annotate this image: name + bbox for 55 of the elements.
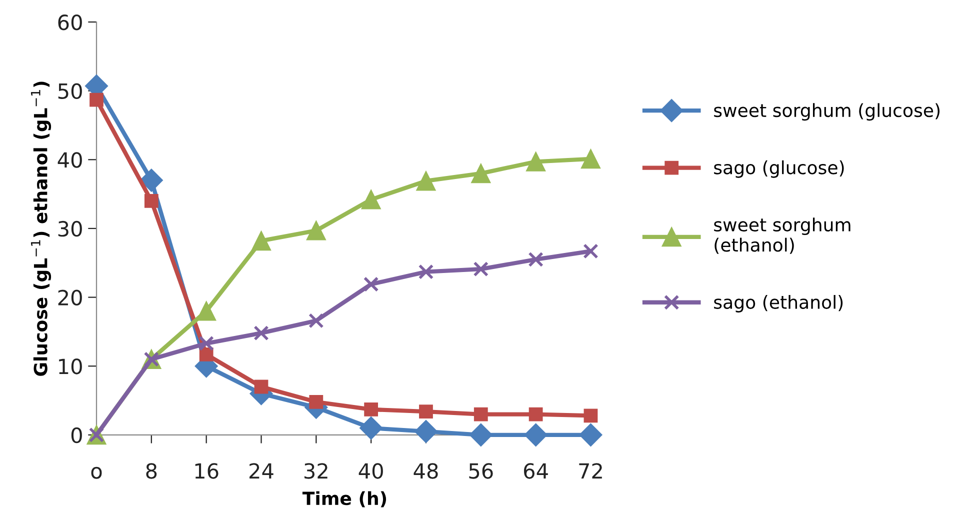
point [581, 149, 600, 169]
point [528, 252, 544, 268]
y-axis-title: Glucose (gL$^{−1}$) ethanol (gL$^{−1}$) [31, 82, 52, 376]
point [416, 171, 436, 191]
point [308, 313, 324, 328]
y-tick-label: 10 [59, 358, 82, 374]
legend-label: sago (ethanol) [714, 294, 843, 312]
point [414, 420, 438, 443]
point [469, 423, 492, 446]
point [252, 231, 271, 251]
point [471, 164, 491, 184]
x-tick-label: 40 [358, 463, 383, 479]
x-tick-label: 64 [524, 463, 548, 479]
point [584, 408, 598, 423]
point [418, 264, 434, 280]
point [90, 92, 104, 107]
x-tick-label: 48 [414, 463, 438, 479]
point [199, 347, 214, 362]
x-tick-label: 8 [146, 463, 157, 479]
point [473, 261, 489, 277]
y-tick-label: 60 [58, 14, 82, 30]
point [361, 190, 381, 210]
x-tick-label: 24 [250, 463, 274, 479]
legend-label: sweet sorghum (ethanol) [714, 218, 850, 254]
point [254, 325, 269, 341]
point [309, 394, 324, 409]
point [364, 402, 378, 416]
point [583, 244, 598, 259]
x-tick-label: 56 [469, 463, 493, 479]
point [579, 423, 602, 446]
point [528, 407, 543, 422]
point [524, 423, 548, 446]
y-tick-label: 20 [58, 290, 82, 306]
point [306, 220, 326, 240]
y-tick-label: 40 [58, 152, 82, 168]
x-tick-label: o [91, 466, 102, 479]
legend-label: sweet sorghum (glucose) [714, 103, 940, 121]
x-tick-label: 32 [304, 463, 328, 479]
point [254, 380, 268, 394]
y-tick-label: 30 [58, 220, 82, 237]
point [474, 407, 488, 422]
x-tick-label: 72 [579, 463, 602, 479]
legend-label: sago (glucose) [714, 160, 844, 178]
point [526, 152, 546, 172]
point [360, 416, 383, 440]
point [144, 194, 158, 208]
x-axis-title: Time (h) [302, 491, 386, 508]
point [419, 404, 433, 418]
y-tick-label: 0 [71, 427, 82, 444]
y-tick-label: 50 [58, 83, 82, 100]
point [363, 276, 379, 292]
x-tick-label: 16 [195, 463, 218, 479]
point [140, 168, 163, 192]
point [198, 336, 214, 352]
point [196, 301, 216, 321]
